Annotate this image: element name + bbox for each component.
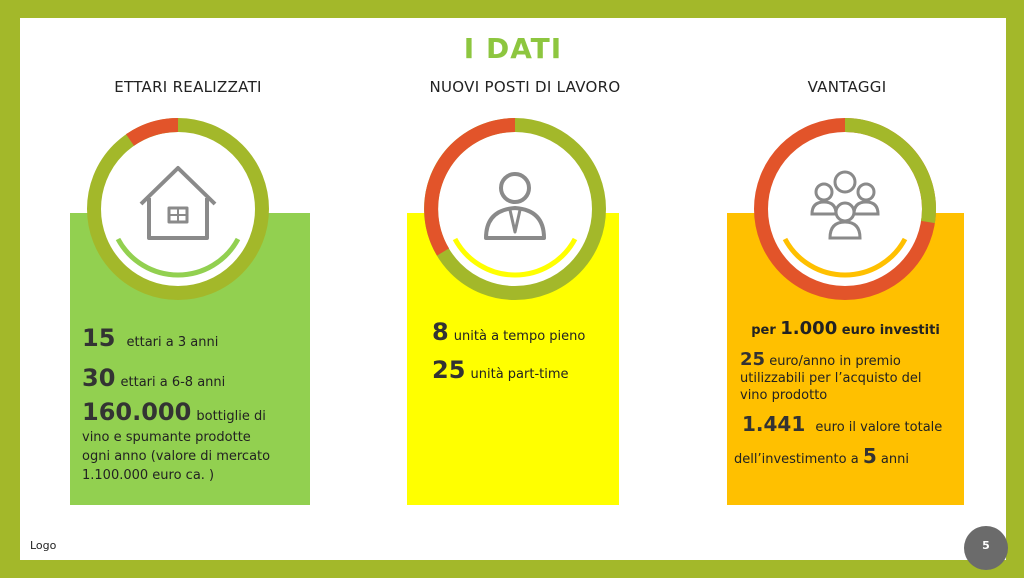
vantaggi-label-2a: euro il valore totale — [815, 420, 943, 435]
logo-placeholder: Logo — [30, 539, 57, 552]
ettari-value-2: 30 — [82, 364, 116, 392]
group-icon — [810, 170, 880, 240]
heading-lavoro: NUOVI POSTI DI LAVORO — [429, 78, 621, 96]
page-number: 5 — [964, 526, 1008, 570]
ettari-value-1: 15 — [82, 324, 116, 352]
vantaggi-value-1: 25 — [740, 349, 766, 370]
vantaggi-value-3: 5 — [862, 444, 877, 468]
vantaggi-header-post: euro investiti — [841, 323, 940, 338]
ettari-desc: vino e spumante prodotte ogni anno (valo… — [82, 428, 308, 485]
person-icon — [484, 172, 546, 240]
ettari-label-1: ettari a 3 anni — [126, 335, 219, 350]
vantaggi-text: per 1.000 euro investiti 25 euro/anno in… — [728, 318, 963, 468]
ettari-label-3b: vino e spumante prodotte — [82, 430, 251, 445]
ring-chart-ettari — [87, 117, 269, 300]
ettari-text: 15 ettari a 3 anni 30 ettari a 6-8 anni … — [82, 324, 308, 485]
house-icon — [139, 166, 217, 240]
page-title: I DATI — [463, 32, 563, 65]
lavoro-label-1: unità a tempo pieno — [453, 329, 586, 344]
ettari-label-3c: ogni anno (valore di mercato — [82, 449, 271, 464]
vantaggi-label-2c: anni — [880, 452, 909, 467]
vantaggi-value-2: 1.441 — [742, 412, 806, 436]
ring-chart-vantaggi — [754, 118, 936, 300]
ettari-value-3: 160.000 — [82, 398, 192, 426]
vantaggi-header-num: 1.000 — [780, 318, 838, 339]
ettari-label-2: ettari a 6-8 anni — [120, 375, 226, 390]
lavoro-value-2: 25 — [432, 356, 466, 384]
vantaggi-label-1a: euro/anno in premio — [769, 354, 901, 369]
heading-vantaggi: VANTAGGI — [807, 78, 887, 96]
ettari-label-3a: bottiglie di — [196, 409, 266, 424]
lavoro-label-2: unità part-time — [470, 367, 569, 382]
vantaggi-header-pre: per — [751, 323, 776, 338]
vantaggi-label-2b: dell’investimento a — [734, 452, 859, 467]
lavoro-text: 8 unità a tempo pieno 25 unità part-time — [432, 318, 622, 384]
ring-chart-lavoro — [424, 118, 606, 300]
vantaggi-label-1b: utilizzabili per l’acquisto del — [740, 371, 922, 386]
ettari-label-3d: 1.100.000 euro ca. ) — [82, 468, 215, 483]
slide: I DATI ETTARI REALIZZATI NUOVI POSTI DI … — [20, 18, 1008, 570]
heading-ettari: ETTARI REALIZZATI — [114, 78, 262, 96]
vantaggi-label-1c: vino prodotto — [740, 388, 828, 403]
lavoro-value-1: 8 — [432, 318, 449, 346]
